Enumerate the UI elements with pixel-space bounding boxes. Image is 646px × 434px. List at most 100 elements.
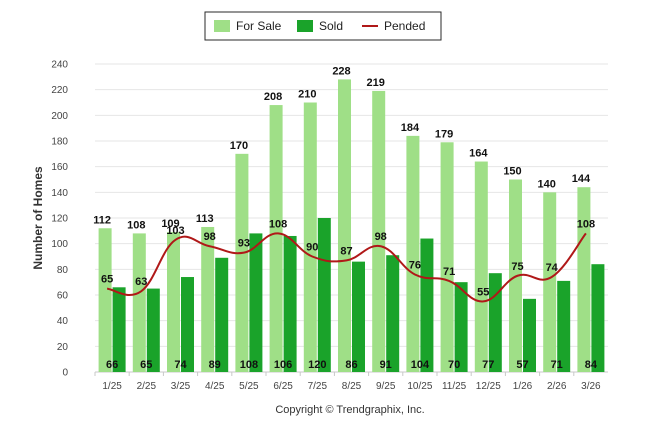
x-tick-label: 5/25 [239,381,259,392]
copyright-text: Copyright © Trendgraphix, Inc. [275,404,424,416]
legend-box [204,11,442,41]
sold-value-label: 84 [585,359,598,371]
for-sale-bar-2-25 [132,233,146,372]
for-sale-value-label: 164 [469,148,488,160]
sold-value-label: 74 [174,359,187,371]
legend-label-sold: Sold [319,19,343,33]
y-tick-label: 200 [51,111,68,122]
x-tick-label: 7/25 [308,381,328,392]
y-tick-label: 180 [51,137,68,148]
sold-bar-2-25 [146,288,160,372]
y-tick-label: 160 [51,162,68,173]
for-sale-value-label: 108 [127,219,145,231]
sold-bar-12-25 [488,273,502,372]
sold-value-label: 106 [274,359,292,371]
y-tick-label: 140 [51,188,68,199]
sold-value-label: 57 [516,359,528,371]
for-sale-value-label: 109 [161,218,179,230]
sold-bar-11-25 [454,282,468,372]
pended-series [106,232,587,303]
y-tick-label: 60 [57,291,69,302]
x-tick-label: 12/25 [476,381,501,392]
for-sale-bar-3-26 [577,187,591,372]
pended-value-label: 75 [511,261,523,273]
for-sale-value-label: 184 [401,122,420,134]
for-sale-value-label: 150 [503,166,521,178]
sold-bar-3-26 [591,264,605,372]
pended-value-label: 74 [546,262,559,274]
x-tick-label: 11/25 [442,381,467,392]
pended-value-label: 108 [269,218,287,230]
y-axis-label: Number of Homes [31,166,45,270]
y-tick-label: 0 [62,368,68,379]
for-sale-value-label: 228 [332,65,350,77]
for-sale-bar-12-25 [474,161,488,372]
sold-bar-9-25 [386,255,400,372]
sold-bar-5-25 [249,233,263,372]
x-tick-label: 8/25 [342,381,362,392]
x-tick-label: 2/25 [137,381,157,392]
for-sale-bar-4-25 [201,226,215,372]
sold-bar-6-25 [283,235,297,372]
sold-value-label: 70 [448,359,460,371]
for-sale-value-label: 210 [298,89,316,101]
sold-value-label: 77 [482,359,494,371]
sold-bar-7-25 [317,218,331,372]
for-sale-bar-1-25 [98,228,112,372]
y-tick-label: 40 [57,316,69,327]
x-tick-label: 10/25 [407,381,432,392]
legend-swatch-for-sale [214,20,230,32]
for-sale-bar-5-25 [235,153,249,372]
sold-value-label: 86 [345,359,357,371]
sold-value-label: 65 [140,359,152,371]
x-tick-label: 4/25 [205,381,225,392]
sold-value-label: 91 [380,359,392,371]
pended-value-label: 87 [340,245,352,257]
sold-bar-4-25 [215,257,229,372]
y-tick-label: 240 [51,60,68,71]
for-sale-bar-6-25 [269,105,283,373]
grid [95,63,608,373]
legend-label-pended: Pended [384,19,425,33]
pended-value-label: 93 [238,238,250,250]
pended-value-label: 108 [577,218,595,230]
for-sale-value-label: 112 [93,214,111,226]
sold-value-label: 108 [240,359,258,371]
sold-value-label: 120 [308,359,326,371]
sold-series [112,218,605,372]
for-sale-value-label: 179 [435,128,453,140]
for-sale-bar-7-25 [303,102,317,372]
y-tick-label: 220 [51,85,68,96]
for-sale-bar-9-25 [372,90,386,372]
sold-value-label: 71 [551,359,563,371]
x-tick-label: 3/26 [581,381,601,392]
y-tick-label: 80 [57,265,69,276]
for-sale-value-label: 113 [196,213,214,225]
sold-bar-3-25 [181,277,194,372]
pended-value-label: 65 [101,274,113,286]
data-labels: 112 66 108 65 109 74 113 89 170 108 208 106 210 120 22… [93,65,598,371]
x-tick-label: 1/25 [102,381,122,392]
pended-value-label: 98 [375,231,387,243]
y-axis: 0 20 40 60 80 100 120 140 160 180 200 220 240 [51,60,68,379]
sold-bar-10-25 [420,238,434,372]
for-sale-bar-3-25 [167,232,180,372]
pended-value-label: 55 [477,286,489,298]
pended-value-label: 71 [443,266,455,278]
sold-value-label: 66 [106,359,118,371]
for-sale-value-label: 144 [572,173,591,185]
for-sale-bar-10-25 [406,135,420,372]
pended-value-label: 76 [409,259,421,271]
for-sale-value-label: 140 [538,178,556,190]
pended-value-label: 98 [204,231,216,243]
x-tick-label: 3/25 [171,381,191,392]
y-tick-label: 100 [51,239,68,250]
for-sale-value-label: 208 [264,91,282,103]
x-tick-label: 1/26 [513,381,533,392]
x-tick-label: 6/25 [273,381,293,392]
sold-bar-8-25 [352,261,365,372]
pended-value-label: 63 [135,276,147,288]
for-sale-series [98,79,591,373]
pended-line [106,232,587,303]
